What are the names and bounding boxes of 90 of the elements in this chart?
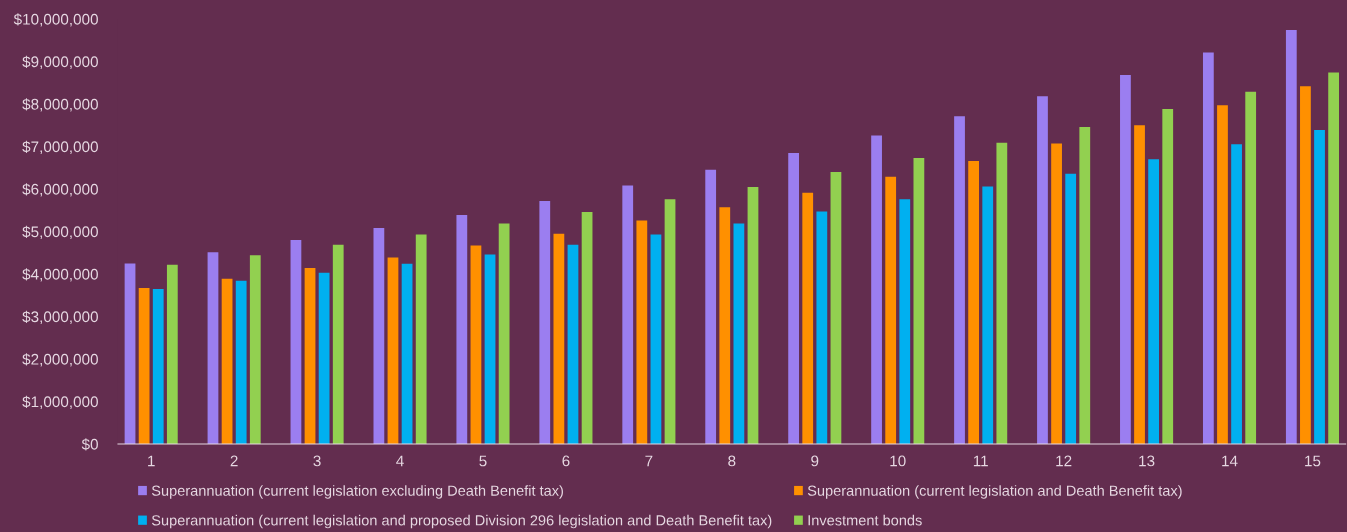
bar [719, 207, 731, 444]
bar [456, 214, 468, 444]
bar [705, 169, 717, 444]
bar [996, 142, 1008, 444]
bar [553, 233, 565, 444]
bar [498, 223, 510, 444]
bar [982, 186, 994, 444]
bar [318, 272, 330, 444]
bar [954, 116, 965, 444]
bar [235, 280, 247, 444]
bar [1314, 129, 1325, 444]
x-tick-label: 7 [645, 455, 653, 467]
x-tick-label: 1 [148, 455, 155, 467]
legend-label: Superannuation (current legislation and Death Benefit tax) [807, 485, 1182, 499]
x-tick-label: 6 [562, 455, 570, 467]
bar [332, 244, 344, 444]
bar [1162, 109, 1174, 444]
bar [484, 254, 496, 444]
y-tick-label: $8,000,000 [22, 98, 98, 112]
x-tick-label: 14 [1222, 455, 1238, 467]
bar [1328, 72, 1340, 444]
bar [138, 288, 150, 444]
bar [124, 263, 136, 444]
bar [1134, 125, 1145, 444]
bar [1245, 91, 1257, 444]
bar [1202, 52, 1214, 444]
x-tick-label: 11 [973, 455, 988, 467]
legend-label: Investment bonds [808, 514, 922, 526]
bar [802, 192, 814, 444]
bar [1285, 30, 1297, 444]
x-tick-label: 9 [811, 455, 819, 467]
bar [1148, 159, 1160, 444]
y-tick-label: $10,000,000 [13, 13, 98, 27]
x-tick-label: 8 [728, 455, 736, 467]
x-tick-label: 15 [1305, 455, 1321, 467]
bar [221, 278, 233, 444]
bar [539, 200, 551, 444]
bar [1037, 96, 1048, 444]
bar [650, 234, 662, 444]
bar [152, 288, 164, 444]
y-tick-label: $1,000,000 [22, 395, 98, 409]
bar [567, 244, 579, 444]
x-tick-label: 2 [230, 455, 238, 467]
bar [1120, 75, 1131, 444]
y-tick-label: $2,000,000 [22, 353, 98, 367]
bar [1231, 144, 1242, 444]
bar [470, 245, 482, 444]
bar [1051, 143, 1062, 444]
bar [249, 255, 261, 444]
bar [871, 135, 882, 444]
y-tick-label: $3,000,000 [22, 310, 98, 324]
bar [816, 211, 828, 444]
y-tick-label: $5,000,000 [22, 225, 98, 239]
bar [788, 152, 800, 444]
bar [387, 257, 399, 444]
bar [885, 176, 897, 444]
bar [1217, 105, 1228, 444]
bar [636, 220, 648, 444]
y-tick-label: $0 [81, 438, 98, 451]
bar [373, 228, 385, 444]
bar [913, 157, 925, 444]
bar [1079, 126, 1091, 444]
x-tick-label: 4 [396, 455, 404, 467]
x-tick-label: 5 [479, 455, 487, 467]
bar [968, 160, 980, 444]
x-tick-label: 3 [313, 455, 321, 467]
bar [622, 185, 634, 444]
y-tick-label: $4,000,000 [22, 268, 98, 282]
bar [166, 264, 178, 444]
x-tick-label: 12 [1056, 455, 1072, 467]
bar [747, 186, 759, 444]
bar [581, 211, 593, 444]
legend-label: Superannuation (current legislation and proposed Division 296 legislation and Death Benefit tax) [151, 514, 772, 529]
bar [830, 172, 842, 444]
x-tick-label: 13 [1139, 455, 1155, 467]
y-tick-label: $7,000,000 [22, 140, 98, 154]
x-tick-label: 10 [890, 455, 906, 467]
bar [304, 268, 316, 444]
bar [1300, 86, 1311, 444]
bar [207, 252, 219, 444]
bar [415, 234, 427, 444]
legend-label: Superannuation (current legislation excluding Death Benefit tax) [151, 485, 563, 499]
y-tick-label: $6,000,000 [22, 183, 98, 197]
y-tick-label: $9,000,000 [22, 55, 98, 69]
bar [401, 263, 413, 444]
bar [290, 240, 302, 444]
bar [733, 223, 745, 444]
bar [1065, 173, 1077, 444]
bar [664, 199, 676, 444]
bar [899, 199, 911, 444]
